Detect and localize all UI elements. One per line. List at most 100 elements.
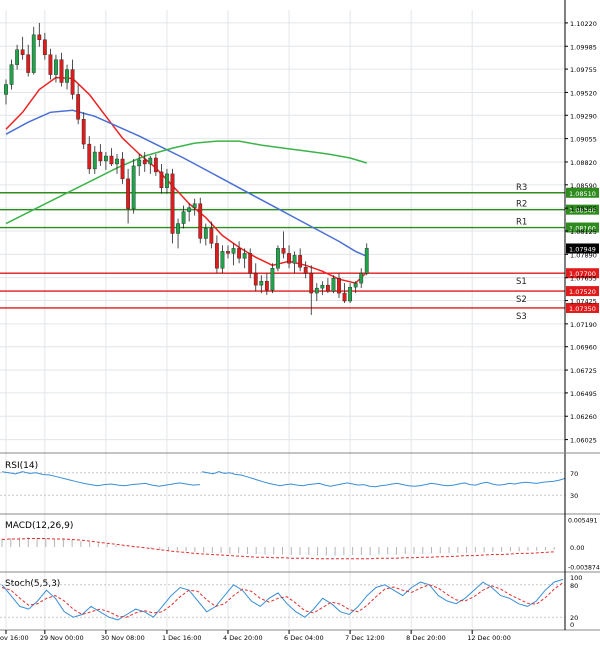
candle	[42, 32, 47, 60]
candle-body-bull	[54, 59, 58, 75]
stoch-tick-label: 80	[570, 582, 578, 590]
candle-body-bear	[264, 280, 269, 291]
candle-body-bull	[9, 64, 14, 85]
candle	[231, 243, 236, 266]
macd-tick-label: -0.003874	[568, 565, 600, 572]
candle-body-bear	[26, 54, 31, 73]
candle-body-bull	[187, 207, 192, 212]
price-tick-label: 1.06495	[570, 390, 597, 398]
price-tick-label: 1.06260	[570, 413, 597, 421]
level-price-label: 1.08340	[569, 207, 596, 215]
candle-body-bear	[237, 248, 241, 259]
candle-body-bull	[292, 255, 297, 264]
level-price-box	[566, 302, 599, 313]
candle	[276, 245, 280, 272]
candle	[76, 84, 81, 125]
candle	[226, 245, 230, 259]
level-price-box	[566, 268, 599, 279]
stoch-tick-label: 0	[570, 621, 574, 629]
candle-body-bull	[259, 280, 264, 286]
rsi-line	[201, 471, 566, 488]
macd-tick-label: 0.00	[570, 544, 584, 552]
candle-body-bull	[131, 165, 136, 209]
candle-body-bear	[48, 54, 53, 75]
rsi-tick-label: 30	[570, 492, 578, 500]
level-name-s1: S1	[516, 277, 527, 287]
candle	[203, 223, 208, 246]
price-tick-label: 1.09985	[570, 43, 597, 51]
stoch-signal-line	[1, 582, 564, 618]
indicator-layer: RSI(14) 70 30 MACD(12,26,9) 0.005491 0.00 -0.0…	[0, 461, 600, 631]
price-tick-label: 1.07890	[570, 251, 597, 259]
candle-body-bear	[337, 277, 341, 294]
candle-body-bull	[270, 268, 275, 291]
level-name-s2: S2	[516, 295, 527, 305]
candle	[287, 245, 291, 269]
candle	[364, 243, 369, 276]
candle-body-bull	[220, 251, 225, 269]
level-name-r3: R3	[516, 183, 527, 193]
candle	[153, 154, 158, 176]
candle	[15, 44, 19, 70]
indicator-title: MACD(12,26,9)	[5, 521, 73, 531]
candle	[126, 168, 131, 224]
price-tick-label: 1.07425	[570, 298, 597, 306]
current-price-label: 1.07949	[569, 245, 596, 253]
candle-body-bull	[137, 159, 142, 167]
moving-average-mid	[5, 109, 368, 257]
candle	[148, 156, 153, 174]
price-tick-label: 1.06960	[570, 344, 597, 352]
candle-body-bear	[109, 155, 114, 165]
candle	[4, 79, 8, 105]
candle-body-bear	[326, 284, 330, 292]
level-name-r1: R1	[516, 218, 527, 228]
level-price-label: 1.08160	[569, 225, 596, 233]
level-price-label: 1.07700	[569, 270, 596, 278]
price-tick-label: 1.08820	[570, 159, 597, 167]
candle-body-bull	[65, 69, 69, 83]
candle	[170, 168, 175, 244]
candle	[70, 59, 75, 100]
candle	[309, 265, 314, 315]
level-name-s3: S3	[516, 312, 527, 322]
level-price-label: 1.07520	[569, 288, 596, 296]
time-tick-label: ov 16:00	[0, 634, 29, 642]
time-tick-label: 7 Dec 12:00	[345, 634, 385, 642]
candle-body-bear	[226, 251, 230, 254]
candle	[120, 152, 125, 184]
candle-body-bull	[364, 248, 369, 274]
stoch-main-line	[1, 578, 564, 621]
candles-layer	[4, 22, 369, 315]
stoch-tick-label: 20	[570, 614, 578, 622]
grid-layer	[0, 10, 565, 628]
candle-body-bear	[159, 171, 164, 188]
candle-body-bull	[331, 277, 336, 292]
price-tick-label: 1.08590	[570, 182, 597, 190]
candle	[326, 278, 330, 294]
candle-body-bear	[281, 248, 286, 254]
macd-signal-line	[1, 538, 555, 560]
price-tick-label: 1.09520	[570, 89, 597, 97]
indicator-pane-2: MACD(12,26,9) 0.005491 0.00 -0.003874	[0, 518, 600, 573]
moving-average-slow	[5, 140, 368, 225]
indicator-pane-1: RSI(14) 70 30	[0, 461, 600, 515]
candle	[353, 281, 358, 294]
candle	[242, 248, 247, 269]
candle-body-bear	[214, 243, 219, 269]
candle	[264, 273, 269, 296]
indicator-title: Stoch(5,5,3)	[5, 579, 60, 589]
price-tick-label: 1.10220	[570, 20, 597, 28]
candle	[359, 268, 364, 289]
candle-body-bull	[231, 248, 236, 254]
candle-body-bull	[192, 203, 197, 208]
candle	[65, 64, 69, 90]
candle-body-bear	[253, 273, 258, 286]
candle	[187, 203, 192, 222]
candle-body-bull	[203, 228, 208, 239]
rsi-tick-label: 70	[570, 470, 578, 478]
candle-body-bull	[165, 173, 169, 188]
time-tick-label: 12 Dec 00:00	[467, 634, 511, 642]
candle-body-bull	[314, 287, 319, 294]
